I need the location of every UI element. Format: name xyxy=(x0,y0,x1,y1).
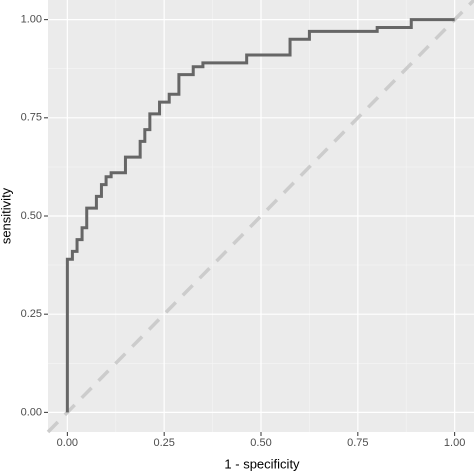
y-tick-label: 0.25 xyxy=(21,308,42,320)
x-tick-label: 1.00 xyxy=(444,437,465,449)
y-tick-label: 0.00 xyxy=(21,406,42,418)
y-tick-label: 1.00 xyxy=(21,14,42,26)
x-tick-label: 0.25 xyxy=(153,437,174,449)
roc-curve xyxy=(65,18,455,413)
x-axis-title: 1 - specificity xyxy=(224,456,300,471)
y-tick-label: 0.50 xyxy=(21,210,42,222)
y-tick-label: 0.75 xyxy=(21,112,42,124)
y-axis-title: sensitivity xyxy=(0,187,13,244)
x-tick-label: 0.50 xyxy=(250,437,271,449)
x-tick-label: 0.75 xyxy=(347,437,368,449)
x-tick-label: 0.00 xyxy=(57,437,78,449)
reference-diagonal xyxy=(46,0,474,434)
